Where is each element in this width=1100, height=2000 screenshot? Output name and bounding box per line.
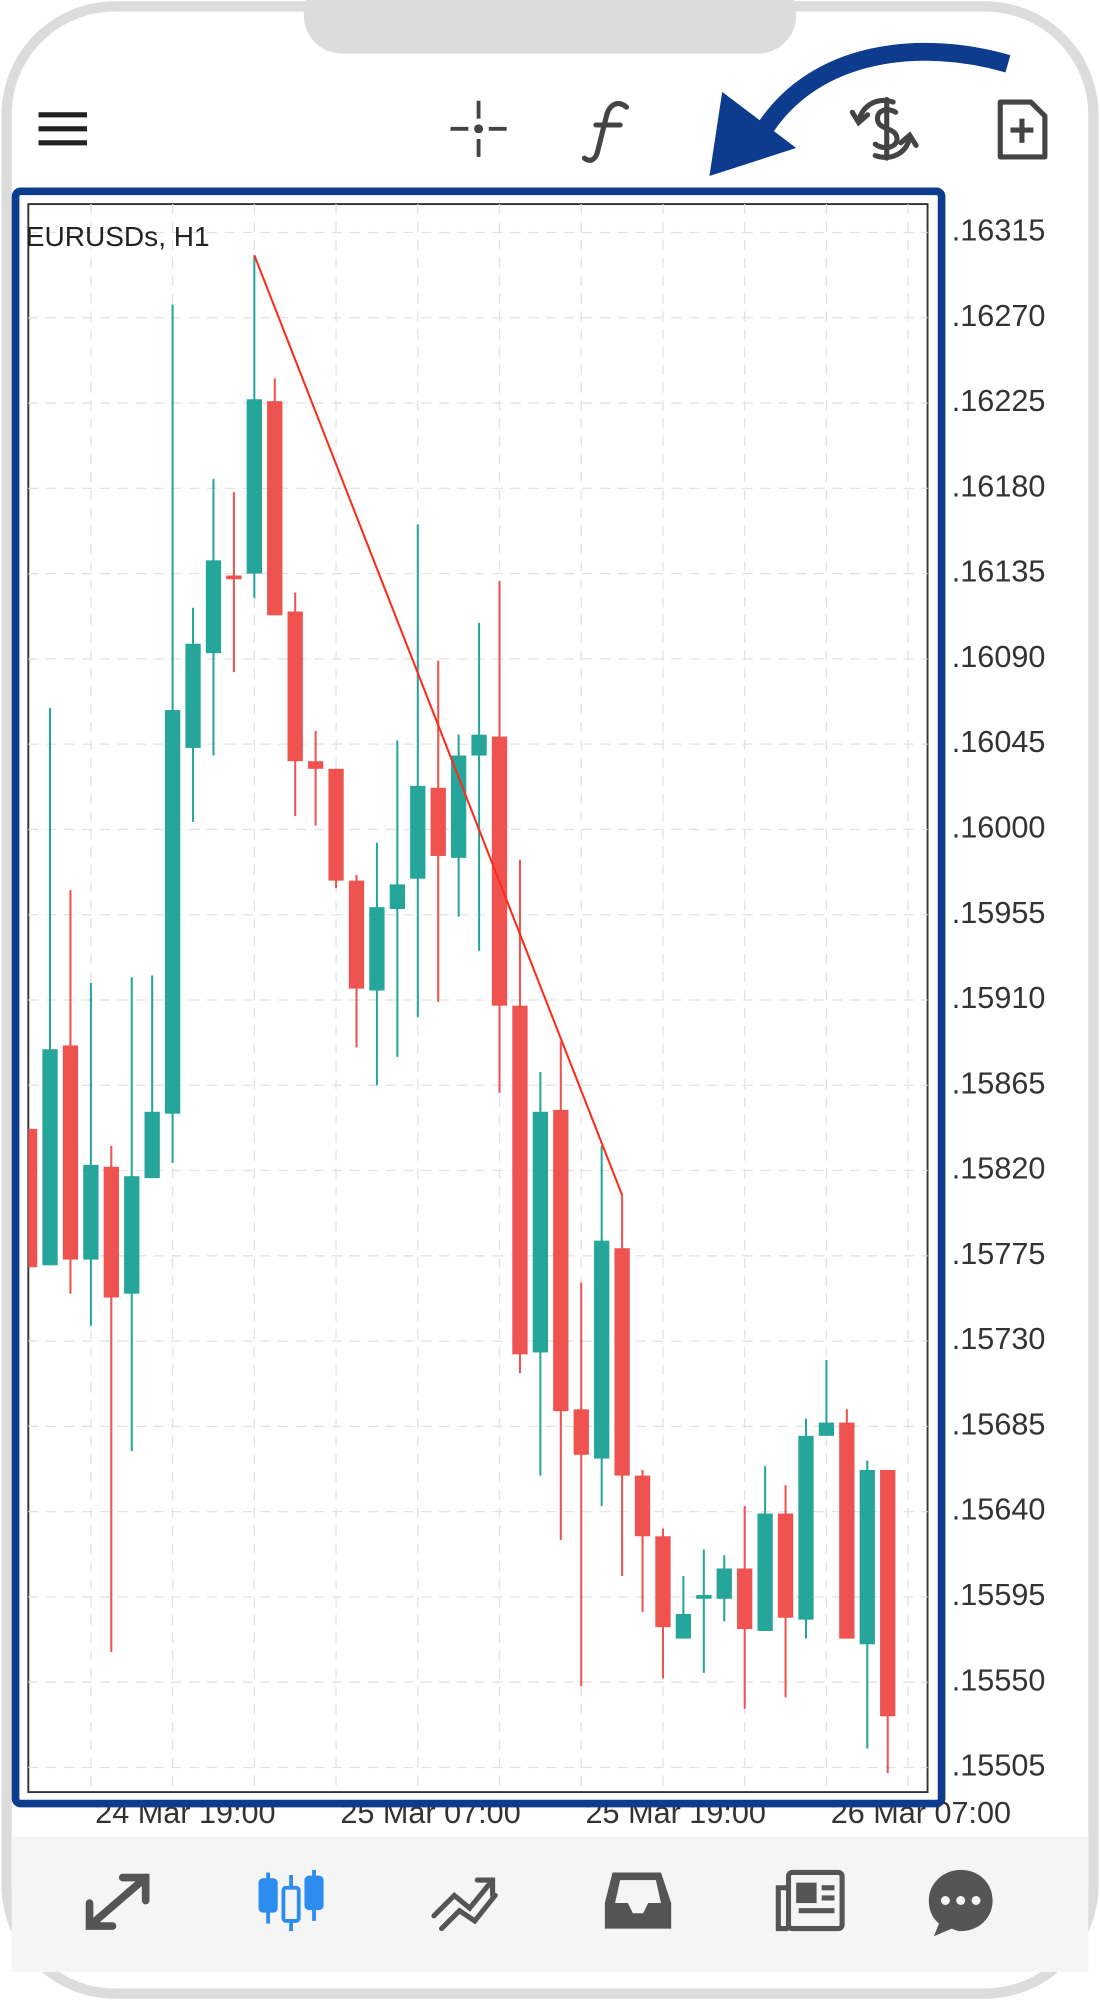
candle-body <box>430 787 446 856</box>
highlight-arrow <box>709 42 1011 177</box>
news-tab[interactable] <box>775 1869 845 1932</box>
candle-body <box>614 1248 630 1476</box>
candle-body <box>716 1568 732 1599</box>
candle-body <box>205 560 222 654</box>
candle-body <box>696 1595 712 1599</box>
y-tick-label: .15955 <box>952 896 1046 930</box>
candle-body <box>307 761 324 769</box>
candle-body <box>28 1128 38 1268</box>
candle-body <box>798 1435 814 1620</box>
chart-title: EURUSDs, H1 <box>26 221 210 252</box>
y-tick-label: .15865 <box>952 1066 1046 1100</box>
candles <box>28 254 896 1774</box>
notch <box>303 0 797 54</box>
y-tick-label: .16225 <box>952 384 1046 418</box>
candle-body <box>512 1005 528 1355</box>
candle-body <box>124 1176 140 1294</box>
candle-body <box>491 736 508 1006</box>
candle-body <box>737 1568 753 1630</box>
candle-body <box>389 884 406 910</box>
chat-tab[interactable] <box>928 1869 993 1937</box>
y-tick-label: .15640 <box>952 1493 1046 1527</box>
y-tick-label: .16000 <box>952 811 1046 845</box>
candle-body <box>185 643 201 748</box>
candle-body <box>62 1045 79 1260</box>
candle-body <box>144 1111 160 1179</box>
y-tick-label: .15595 <box>952 1578 1046 1612</box>
y-tick-label: .16045 <box>952 725 1046 759</box>
menu-button[interactable] <box>38 112 87 146</box>
candle-body <box>634 1475 651 1537</box>
candle-body <box>532 1111 549 1353</box>
candle-body <box>880 1469 896 1717</box>
bottom-nav <box>11 1836 1089 1972</box>
candle-body <box>348 880 365 989</box>
candle-body <box>369 907 385 991</box>
indicators-button[interactable] <box>581 101 630 163</box>
y-tick-label: .16180 <box>952 469 1046 503</box>
candle-body <box>226 575 242 580</box>
new-order-button[interactable] <box>997 99 1048 160</box>
candle-body <box>42 1049 58 1266</box>
candle-body <box>246 399 262 574</box>
candle-body <box>287 611 303 762</box>
candle-body <box>839 1422 855 1639</box>
y-tick-label: .15550 <box>952 1663 1046 1697</box>
candle-body <box>594 1240 610 1459</box>
y-tick-label: .16270 <box>952 299 1046 333</box>
y-tick-label: .15910 <box>952 981 1046 1015</box>
y-tick-label: .15685 <box>952 1407 1046 1441</box>
candle-body <box>328 768 344 881</box>
axis-labels: .16315 .16270 .16225 .16180 .16135 .16090 .160… <box>95 214 1045 1831</box>
trendline <box>253 254 624 1196</box>
candle-body <box>655 1536 671 1628</box>
candle-body <box>777 1513 794 1618</box>
candle-body <box>410 785 426 879</box>
candle-body <box>83 1164 99 1260</box>
y-tick-label: .16135 <box>952 555 1046 589</box>
highlight-box <box>11 187 946 1808</box>
candle-body <box>675 1613 692 1639</box>
y-tick-label: .16315 <box>952 214 1046 248</box>
candle-body <box>818 1422 835 1436</box>
candle-body <box>164 710 181 1114</box>
candle-body <box>553 1109 569 1412</box>
candle-body <box>471 734 487 756</box>
candle-body <box>859 1469 875 1645</box>
y-tick-label: .15730 <box>952 1322 1046 1356</box>
y-tick-label: .15775 <box>952 1237 1046 1271</box>
candle-body <box>450 755 467 858</box>
y-tick-label: .16090 <box>952 640 1046 674</box>
candle-body <box>573 1409 589 1455</box>
trade-tab[interactable] <box>431 1877 498 1932</box>
y-tick-label: .15820 <box>952 1152 1046 1186</box>
trade-button[interactable] <box>849 96 919 161</box>
quotes-tab[interactable] <box>85 1873 150 1930</box>
y-tick-label: .15505 <box>952 1749 1046 1783</box>
candle-body <box>267 401 283 616</box>
crosshair-button[interactable] <box>450 100 507 157</box>
candle-body <box>757 1513 773 1632</box>
chart-tab[interactable] <box>258 1869 324 1932</box>
history-tab[interactable] <box>604 1872 672 1929</box>
candle-body <box>103 1166 119 1298</box>
